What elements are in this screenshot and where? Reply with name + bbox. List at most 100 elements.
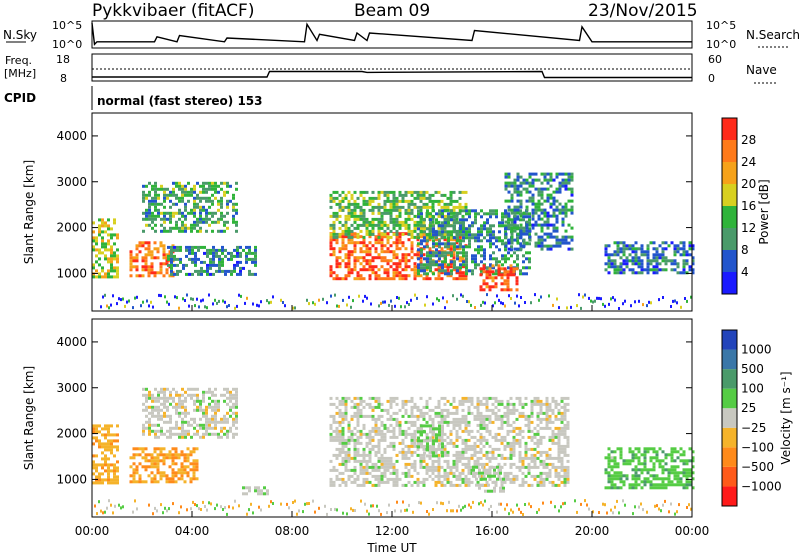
echo-cell xyxy=(619,262,623,266)
echo-cell xyxy=(527,483,531,487)
echo-cell xyxy=(107,233,110,237)
echo-cell xyxy=(341,277,345,281)
echo-cell xyxy=(539,405,543,409)
echo-cell xyxy=(504,244,508,248)
echo-cell xyxy=(166,217,169,221)
echo-cell xyxy=(145,217,148,221)
echo-cell xyxy=(458,259,462,263)
echo-cell xyxy=(428,408,432,412)
echo-cell xyxy=(507,214,511,218)
echo-cell xyxy=(329,226,333,230)
echo-cell xyxy=(404,420,408,424)
echo-cell xyxy=(522,272,525,276)
echo-cell xyxy=(422,232,426,236)
echo-cell xyxy=(350,480,354,484)
echo-cell xyxy=(563,465,567,469)
echo-cell xyxy=(318,298,320,302)
echo-cell xyxy=(640,253,644,257)
echo-cell xyxy=(148,190,151,194)
echo-cell xyxy=(151,214,154,218)
echo-cell xyxy=(479,450,483,454)
echo-cell xyxy=(510,193,514,197)
echo-cell xyxy=(380,211,384,215)
echo-cell xyxy=(527,471,531,475)
echo-cell xyxy=(404,450,408,454)
echo-cell xyxy=(519,229,523,233)
echo-cell xyxy=(404,305,406,309)
echo-cell xyxy=(388,303,390,307)
echo-cell xyxy=(359,441,363,445)
echo-cell xyxy=(465,236,468,240)
echo-cell xyxy=(380,232,384,236)
echo-cell xyxy=(394,304,396,308)
echo-cell xyxy=(429,212,432,216)
echo-cell xyxy=(551,441,555,445)
echo-cell xyxy=(518,456,522,460)
echo-cell xyxy=(509,471,513,475)
echo-cell xyxy=(646,450,650,454)
echo-cell xyxy=(558,208,562,212)
echo-cell xyxy=(202,426,205,430)
echo-cell xyxy=(113,233,116,237)
echo-cell xyxy=(374,453,378,457)
echo-cell xyxy=(163,226,166,230)
echo-cell xyxy=(558,181,562,185)
echo-cell xyxy=(491,408,495,412)
echo-cell xyxy=(485,441,489,445)
echo-cell xyxy=(145,405,148,409)
echo-cell xyxy=(191,245,194,249)
echo-cell xyxy=(419,408,423,412)
echo-cell xyxy=(157,408,160,412)
echo-cell xyxy=(688,265,692,269)
echo-cell xyxy=(202,390,205,394)
echo-cell xyxy=(344,444,348,448)
echo-cell xyxy=(422,226,426,230)
echo-cell xyxy=(208,417,211,421)
echo-cell xyxy=(487,471,490,475)
echo-cell xyxy=(441,209,444,213)
echo-cell xyxy=(211,393,214,397)
echo-cell xyxy=(147,265,151,269)
echo-cell xyxy=(555,241,559,245)
echo-cell xyxy=(531,178,535,182)
echo-cell xyxy=(528,196,532,200)
echo-cell xyxy=(512,480,516,484)
echo-cell xyxy=(224,300,226,304)
echo-cell xyxy=(208,184,211,188)
echo-cell xyxy=(661,483,665,487)
echo-cell xyxy=(491,411,495,415)
echo-cell xyxy=(461,450,465,454)
echo-cell xyxy=(488,432,492,436)
echo-cell xyxy=(479,285,483,289)
echo-cell xyxy=(462,236,465,240)
echo-cell xyxy=(637,474,641,478)
echo-cell xyxy=(416,253,420,257)
echo-cell xyxy=(211,420,214,424)
echo-cell xyxy=(525,181,529,185)
echo-cell xyxy=(410,244,414,248)
echo-cell xyxy=(518,399,522,403)
echo-cell xyxy=(191,248,194,252)
echo-cell xyxy=(640,453,644,457)
echo-cell xyxy=(248,489,251,493)
echo-cell xyxy=(129,262,133,266)
echo-cell xyxy=(359,414,363,418)
echo-cell xyxy=(555,238,559,242)
echo-cell xyxy=(178,405,181,409)
echo-cell xyxy=(350,271,354,275)
echo-cell xyxy=(356,277,360,281)
echo-cell xyxy=(347,426,351,430)
echo-cell xyxy=(441,230,444,234)
echo-cell xyxy=(172,211,175,215)
echo-cell xyxy=(377,474,381,478)
echo-cell xyxy=(673,250,677,254)
echo-cell xyxy=(329,244,333,248)
echo-cell xyxy=(613,250,617,254)
echo-cell xyxy=(338,483,342,487)
echo-cell xyxy=(371,229,375,233)
echo-cell xyxy=(392,396,396,400)
echo-cell xyxy=(116,433,119,437)
echo-cell xyxy=(474,215,477,219)
echo-cell xyxy=(506,441,510,445)
echo-cell xyxy=(546,187,550,191)
